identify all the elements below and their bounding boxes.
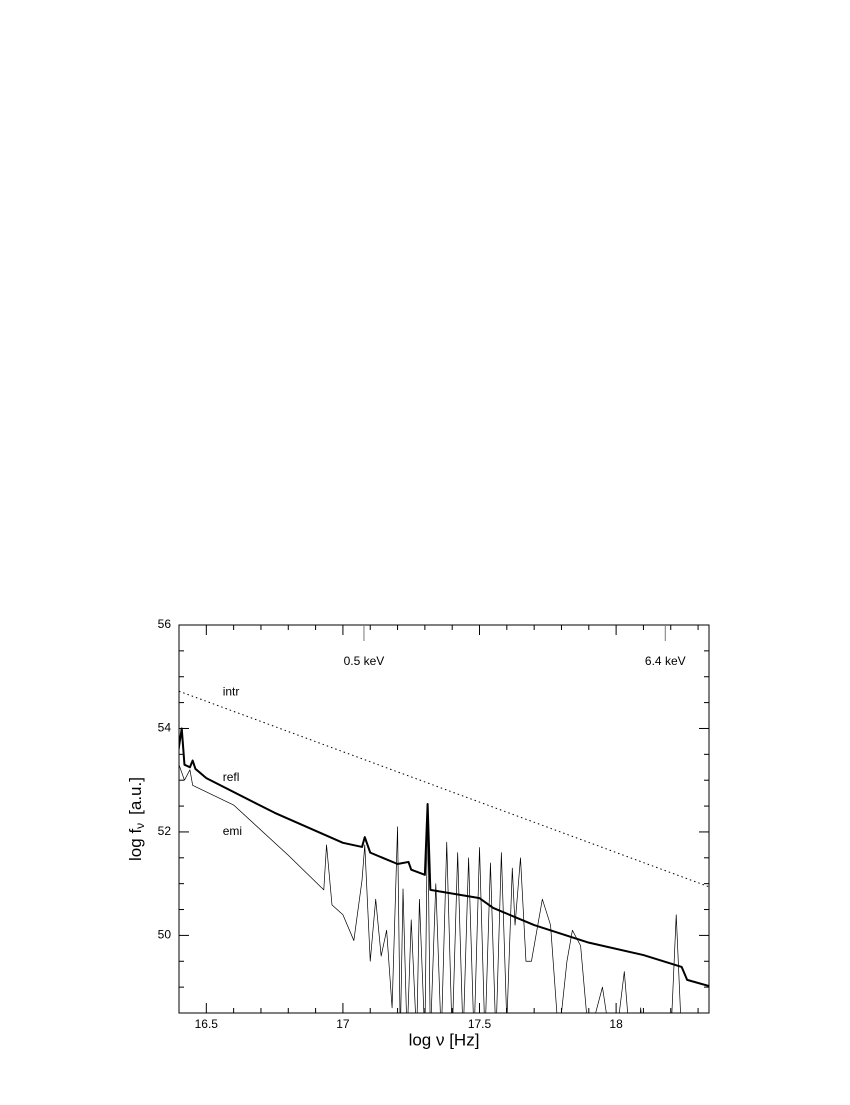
series-line xyxy=(179,764,681,1013)
series-line xyxy=(179,727,709,988)
y-tick-label: 56 xyxy=(158,617,172,631)
series-line xyxy=(179,690,709,888)
x-tick-label: 16.5 xyxy=(195,1017,219,1031)
y-axis-label-unit: [a.u.] xyxy=(126,777,145,815)
y-tick-label: 54 xyxy=(158,721,172,735)
x-tick-label: 18 xyxy=(609,1017,623,1031)
y-tick-label: 50 xyxy=(158,928,172,942)
y-axis-label: log fν [a.u.] xyxy=(126,777,147,861)
line-annotation: intr xyxy=(223,684,240,698)
plot-lines xyxy=(179,690,709,1013)
y-tick-label: 52 xyxy=(158,824,172,838)
x-axis-label: log ν [Hz] xyxy=(409,1030,480,1049)
plot-frame xyxy=(178,624,710,1014)
x-tick-label: 17 xyxy=(336,1017,350,1031)
energy-label: 0.5 keV xyxy=(344,654,385,668)
energy-label: 6.4 keV xyxy=(645,654,686,668)
x-tick-label: 17.5 xyxy=(468,1017,492,1031)
line-annotation: emi xyxy=(223,824,242,838)
y-axis-label-sub: ν xyxy=(133,823,147,829)
line-annotation: refl xyxy=(223,770,240,784)
y-axis-label-main: log f xyxy=(126,829,145,861)
